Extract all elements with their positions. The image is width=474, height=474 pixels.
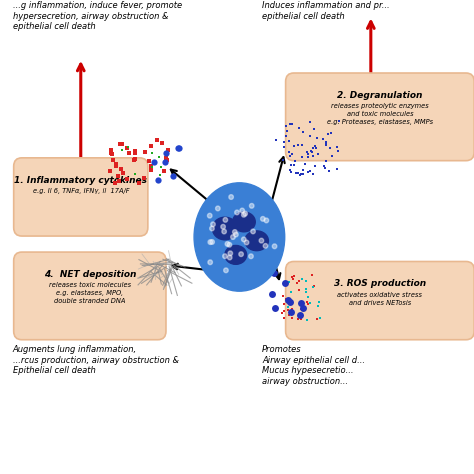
Circle shape (222, 229, 227, 234)
Circle shape (223, 218, 228, 222)
Circle shape (259, 238, 264, 243)
Circle shape (240, 208, 245, 213)
Circle shape (221, 224, 225, 229)
Text: Promotes
Airway epithelial cell d...
Mucus hypesecretio...
airway obstruction...: Promotes Airway epithelial cell d... Muc… (262, 346, 365, 385)
FancyBboxPatch shape (14, 252, 166, 340)
Circle shape (216, 206, 220, 211)
Circle shape (211, 222, 215, 227)
Text: 3. ROS production: 3. ROS production (334, 279, 426, 288)
Text: releases toxic molecules
e.g. elastases, MPO,
double stranded DNA: releases toxic molecules e.g. elastases,… (49, 282, 131, 304)
Circle shape (210, 226, 214, 231)
Text: Induces inflammation and pr...
epithelial cell death: Induces inflammation and pr... epithelia… (262, 1, 390, 21)
Circle shape (208, 260, 212, 264)
Circle shape (233, 229, 237, 234)
Circle shape (228, 255, 232, 260)
Circle shape (261, 217, 265, 221)
Circle shape (243, 211, 247, 216)
Circle shape (224, 268, 228, 273)
FancyBboxPatch shape (286, 262, 474, 340)
Circle shape (263, 244, 268, 248)
Text: 1. Inflammatory cytokines: 1. Inflammatory cytokines (14, 176, 147, 185)
Circle shape (227, 242, 232, 247)
FancyBboxPatch shape (286, 73, 474, 161)
Circle shape (208, 240, 212, 245)
Text: e.g. Il 6, TNFα, IFNγ, il  17A/F: e.g. Il 6, TNFα, IFNγ, il 17A/F (33, 188, 129, 194)
Text: 4.  NET deposition: 4. NET deposition (44, 270, 136, 279)
Circle shape (208, 213, 212, 218)
Ellipse shape (212, 217, 237, 240)
Circle shape (229, 195, 233, 200)
Text: releases proteolytic enzymes
and toxic molecules
e.g. Proteases, elastases, MMPs: releases proteolytic enzymes and toxic m… (327, 103, 433, 126)
Circle shape (244, 240, 249, 245)
Circle shape (234, 232, 238, 237)
Ellipse shape (245, 231, 268, 251)
Circle shape (249, 254, 253, 259)
Text: ...g inflammation, induce fever, promote
hypersecretion, airway obstruction &
ep: ...g inflammation, induce fever, promote… (13, 1, 182, 31)
Circle shape (235, 210, 239, 215)
FancyBboxPatch shape (14, 158, 148, 236)
Circle shape (231, 235, 235, 239)
Circle shape (272, 244, 277, 249)
Circle shape (223, 254, 227, 258)
Circle shape (264, 218, 269, 223)
Ellipse shape (233, 212, 255, 232)
Text: 2. Degranulation: 2. Degranulation (337, 91, 423, 100)
Ellipse shape (194, 183, 285, 291)
Ellipse shape (225, 246, 246, 264)
Circle shape (210, 240, 214, 244)
Circle shape (242, 237, 246, 242)
Circle shape (251, 229, 255, 234)
Circle shape (225, 242, 230, 246)
Text: activates oxidative stress
and drives NETosis: activates oxidative stress and drives NE… (337, 292, 422, 306)
Text: Augments lung inflammation,
...rcus production, airway obstruction &
Epithelial : Augments lung inflammation, ...rcus prod… (13, 346, 179, 375)
Circle shape (242, 212, 246, 217)
Circle shape (239, 252, 243, 256)
Circle shape (228, 251, 233, 255)
Circle shape (249, 203, 254, 208)
